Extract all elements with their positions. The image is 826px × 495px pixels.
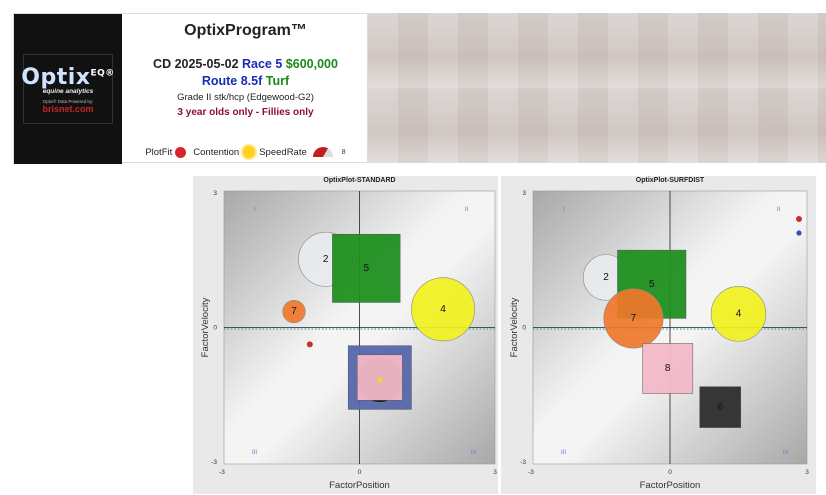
race-number: Race 5 — [242, 57, 283, 71]
sun-icon — [243, 146, 256, 158]
marker-4 — [710, 286, 767, 342]
x-tick-label: 0 — [668, 469, 672, 476]
alert-icon — [796, 216, 802, 222]
quadrant-label: IV — [471, 450, 477, 456]
marker-7 — [603, 288, 664, 349]
logo-powered-by: Optix® Data Powered by: — [42, 98, 94, 104]
race-surface: Turf — [265, 74, 290, 88]
x-tick-label: 3 — [805, 469, 809, 476]
race-grade: Grade II stk/hcp (Edgewood-G2) — [177, 92, 314, 103]
speedrate-label: SpeedRate — [259, 146, 307, 158]
legend-bar: PlotFit Contention SpeedRate 8 — [122, 146, 369, 158]
program-title: OptixProgram™ — [184, 22, 307, 39]
logo-partner: brisnet.com — [42, 103, 94, 114]
marker-7 — [282, 299, 306, 324]
quadrant-label: II — [465, 207, 469, 213]
marker-label-5: 5 — [363, 263, 369, 274]
y-tick-label: 0 — [522, 325, 526, 332]
x-tick-label: 3 — [493, 469, 497, 476]
marker-8 — [642, 343, 694, 394]
marker-label-8: 8 — [665, 363, 671, 374]
contention-label: Contention — [193, 146, 240, 158]
logo-tagline: equine analytics — [42, 87, 94, 95]
race-header-card: OptixEQ® equine analytics Optix® Data Po… — [13, 13, 369, 164]
x-axis-label: FactorPosition — [640, 480, 701, 491]
info-icon — [796, 230, 802, 236]
y-tick-label: -3 — [520, 459, 526, 466]
x-tick-label: -3 — [219, 469, 225, 476]
race-restriction: 3 year olds only - Fillies only — [177, 107, 314, 118]
race-purse: $600,000 — [285, 57, 338, 71]
quadrant-label: II — [777, 207, 781, 213]
banner-row-top — [368, 13, 826, 88]
plotfit-dot-icon — [175, 146, 187, 158]
plot-0: OptixPlot-STANDARDIIIIIIIV25478-303-303F… — [193, 176, 498, 494]
y-tick-label: -3 — [211, 459, 217, 466]
optix-logo: OptixEQ® equine analytics Optix® Data Po… — [14, 14, 122, 164]
plot-title: OptixPlot-SURFDIST — [636, 177, 705, 184]
race-line: CD 2025-05-02 Race 5 $600,000 — [122, 57, 369, 71]
race-route: Route 8.5f — [201, 74, 263, 88]
y-tick-label: 0 — [213, 325, 217, 332]
x-tick-label: 0 — [358, 469, 362, 476]
marker-label-2: 2 — [603, 272, 609, 283]
marker-label-2: 2 — [323, 254, 329, 265]
race-info: OptixProgram™ CD 2025-05-02 Race 5 $600,… — [122, 14, 369, 118]
race-photo-banner — [368, 13, 826, 163]
y-axis-label: FactorVelocity — [200, 297, 211, 357]
marker-6 — [699, 386, 742, 428]
plot-title: OptixPlot-STANDARD — [323, 177, 395, 184]
speedrate-value: 8 — [341, 148, 346, 156]
y-tick-label: 3 — [213, 190, 217, 197]
marker-label-7: 7 — [631, 313, 637, 324]
y-tick-label: 3 — [522, 190, 526, 197]
quadrant-label: III — [561, 450, 566, 456]
marker-5 — [332, 233, 401, 303]
scratch-icon — [306, 341, 313, 348]
contention-sun-icon — [377, 377, 383, 383]
plotfit-label: PlotFit — [145, 146, 173, 158]
quadrant-label: I — [563, 207, 565, 213]
quadrant-label: IV — [783, 450, 789, 456]
y-axis-label: FactorVelocity — [509, 297, 520, 357]
marker-label-4: 4 — [440, 304, 446, 315]
marker-label-5: 5 — [649, 279, 655, 290]
quadrant-label: I — [254, 207, 256, 213]
x-axis-label: FactorPosition — [329, 480, 390, 491]
gauge-icon — [312, 147, 333, 157]
marker-4 — [411, 277, 475, 342]
race-date: CD 2025-05-02 — [153, 57, 239, 71]
quadrant-label: III — [252, 450, 257, 456]
banner-row-bottom — [368, 88, 826, 163]
logo-brand: OptixEQ® — [21, 64, 115, 90]
marker-label-7: 7 — [291, 306, 297, 317]
x-tick-label: -3 — [528, 469, 534, 476]
marker-label-6: 6 — [717, 402, 723, 413]
route-line: Route 8.5f Turf — [122, 74, 369, 88]
marker-label-4: 4 — [736, 308, 742, 319]
